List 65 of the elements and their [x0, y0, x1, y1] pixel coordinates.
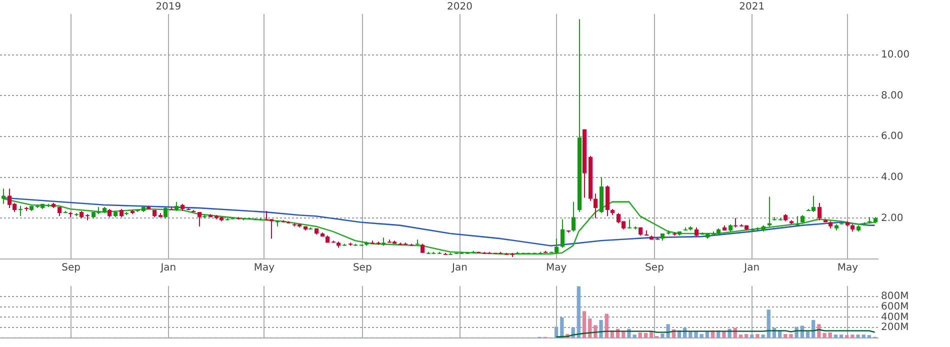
y-tick-label: 4.00	[881, 172, 904, 183]
bar	[806, 331, 810, 338]
bar	[828, 332, 832, 338]
bar	[856, 334, 860, 338]
candlestick	[796, 216, 800, 226]
candlestick	[694, 226, 698, 238]
x-tick-label: Jan	[451, 262, 468, 274]
bar	[756, 334, 760, 338]
y-tick-label: 10.00	[881, 49, 910, 60]
bar	[722, 331, 726, 338]
bar	[582, 311, 586, 338]
bar	[834, 334, 838, 338]
y-tick-label: 800M	[881, 290, 909, 302]
candlestick	[174, 201, 178, 212]
y-tick-label: 2.00	[881, 212, 904, 224]
y-tick-label: 6.00	[881, 131, 904, 142]
bar	[761, 334, 765, 338]
x-tick-label: May	[837, 262, 858, 274]
y-tick-label: 8.00	[881, 90, 904, 102]
bar	[850, 334, 854, 338]
bar	[784, 334, 788, 338]
candlestick	[164, 206, 168, 219]
bar	[766, 310, 770, 338]
x-tick-label: Jan	[743, 262, 760, 274]
candlestick	[448, 252, 452, 255]
x-tick-label: May	[254, 262, 275, 274]
bar	[638, 332, 642, 338]
candlestick	[504, 252, 508, 255]
bar	[750, 334, 754, 338]
x-tick-label: Sep	[645, 262, 664, 274]
y-tick-label: 600M	[881, 301, 909, 312]
candlestick	[560, 218, 564, 248]
bar	[839, 334, 844, 338]
bar	[867, 335, 872, 338]
x-tick-label: Sep	[352, 262, 372, 274]
bar	[644, 332, 648, 338]
y-tick-label: 200M	[881, 322, 909, 334]
bar	[744, 334, 748, 338]
bar	[700, 334, 704, 338]
x2-tick-label: 2020	[447, 2, 472, 13]
bar	[599, 320, 603, 338]
candlestick	[628, 218, 632, 229]
bar	[576, 286, 581, 338]
candlestick	[466, 251, 470, 254]
x-tick-label: May	[546, 262, 567, 274]
x2-tick-label: 2021	[739, 2, 765, 13]
candlestick	[734, 218, 738, 228]
candlestick	[606, 185, 610, 217]
x2-tick-label: 2019	[156, 2, 182, 13]
bar	[862, 334, 866, 338]
bar	[789, 334, 793, 338]
candlestick	[2, 188, 6, 204]
y-tick-label: 400M	[881, 312, 909, 323]
candlestick	[198, 212, 202, 227]
bar	[560, 317, 564, 338]
candlestick	[594, 193, 598, 219]
candlestick	[18, 205, 22, 217]
candlestick	[420, 243, 424, 254]
candlestick	[818, 202, 822, 221]
candlestick	[572, 201, 576, 232]
bar	[738, 334, 743, 338]
x-tick-label: Sep	[62, 262, 80, 274]
candlestick	[768, 196, 772, 227]
bar	[845, 335, 849, 338]
x-tick-label: Jan	[160, 262, 176, 274]
